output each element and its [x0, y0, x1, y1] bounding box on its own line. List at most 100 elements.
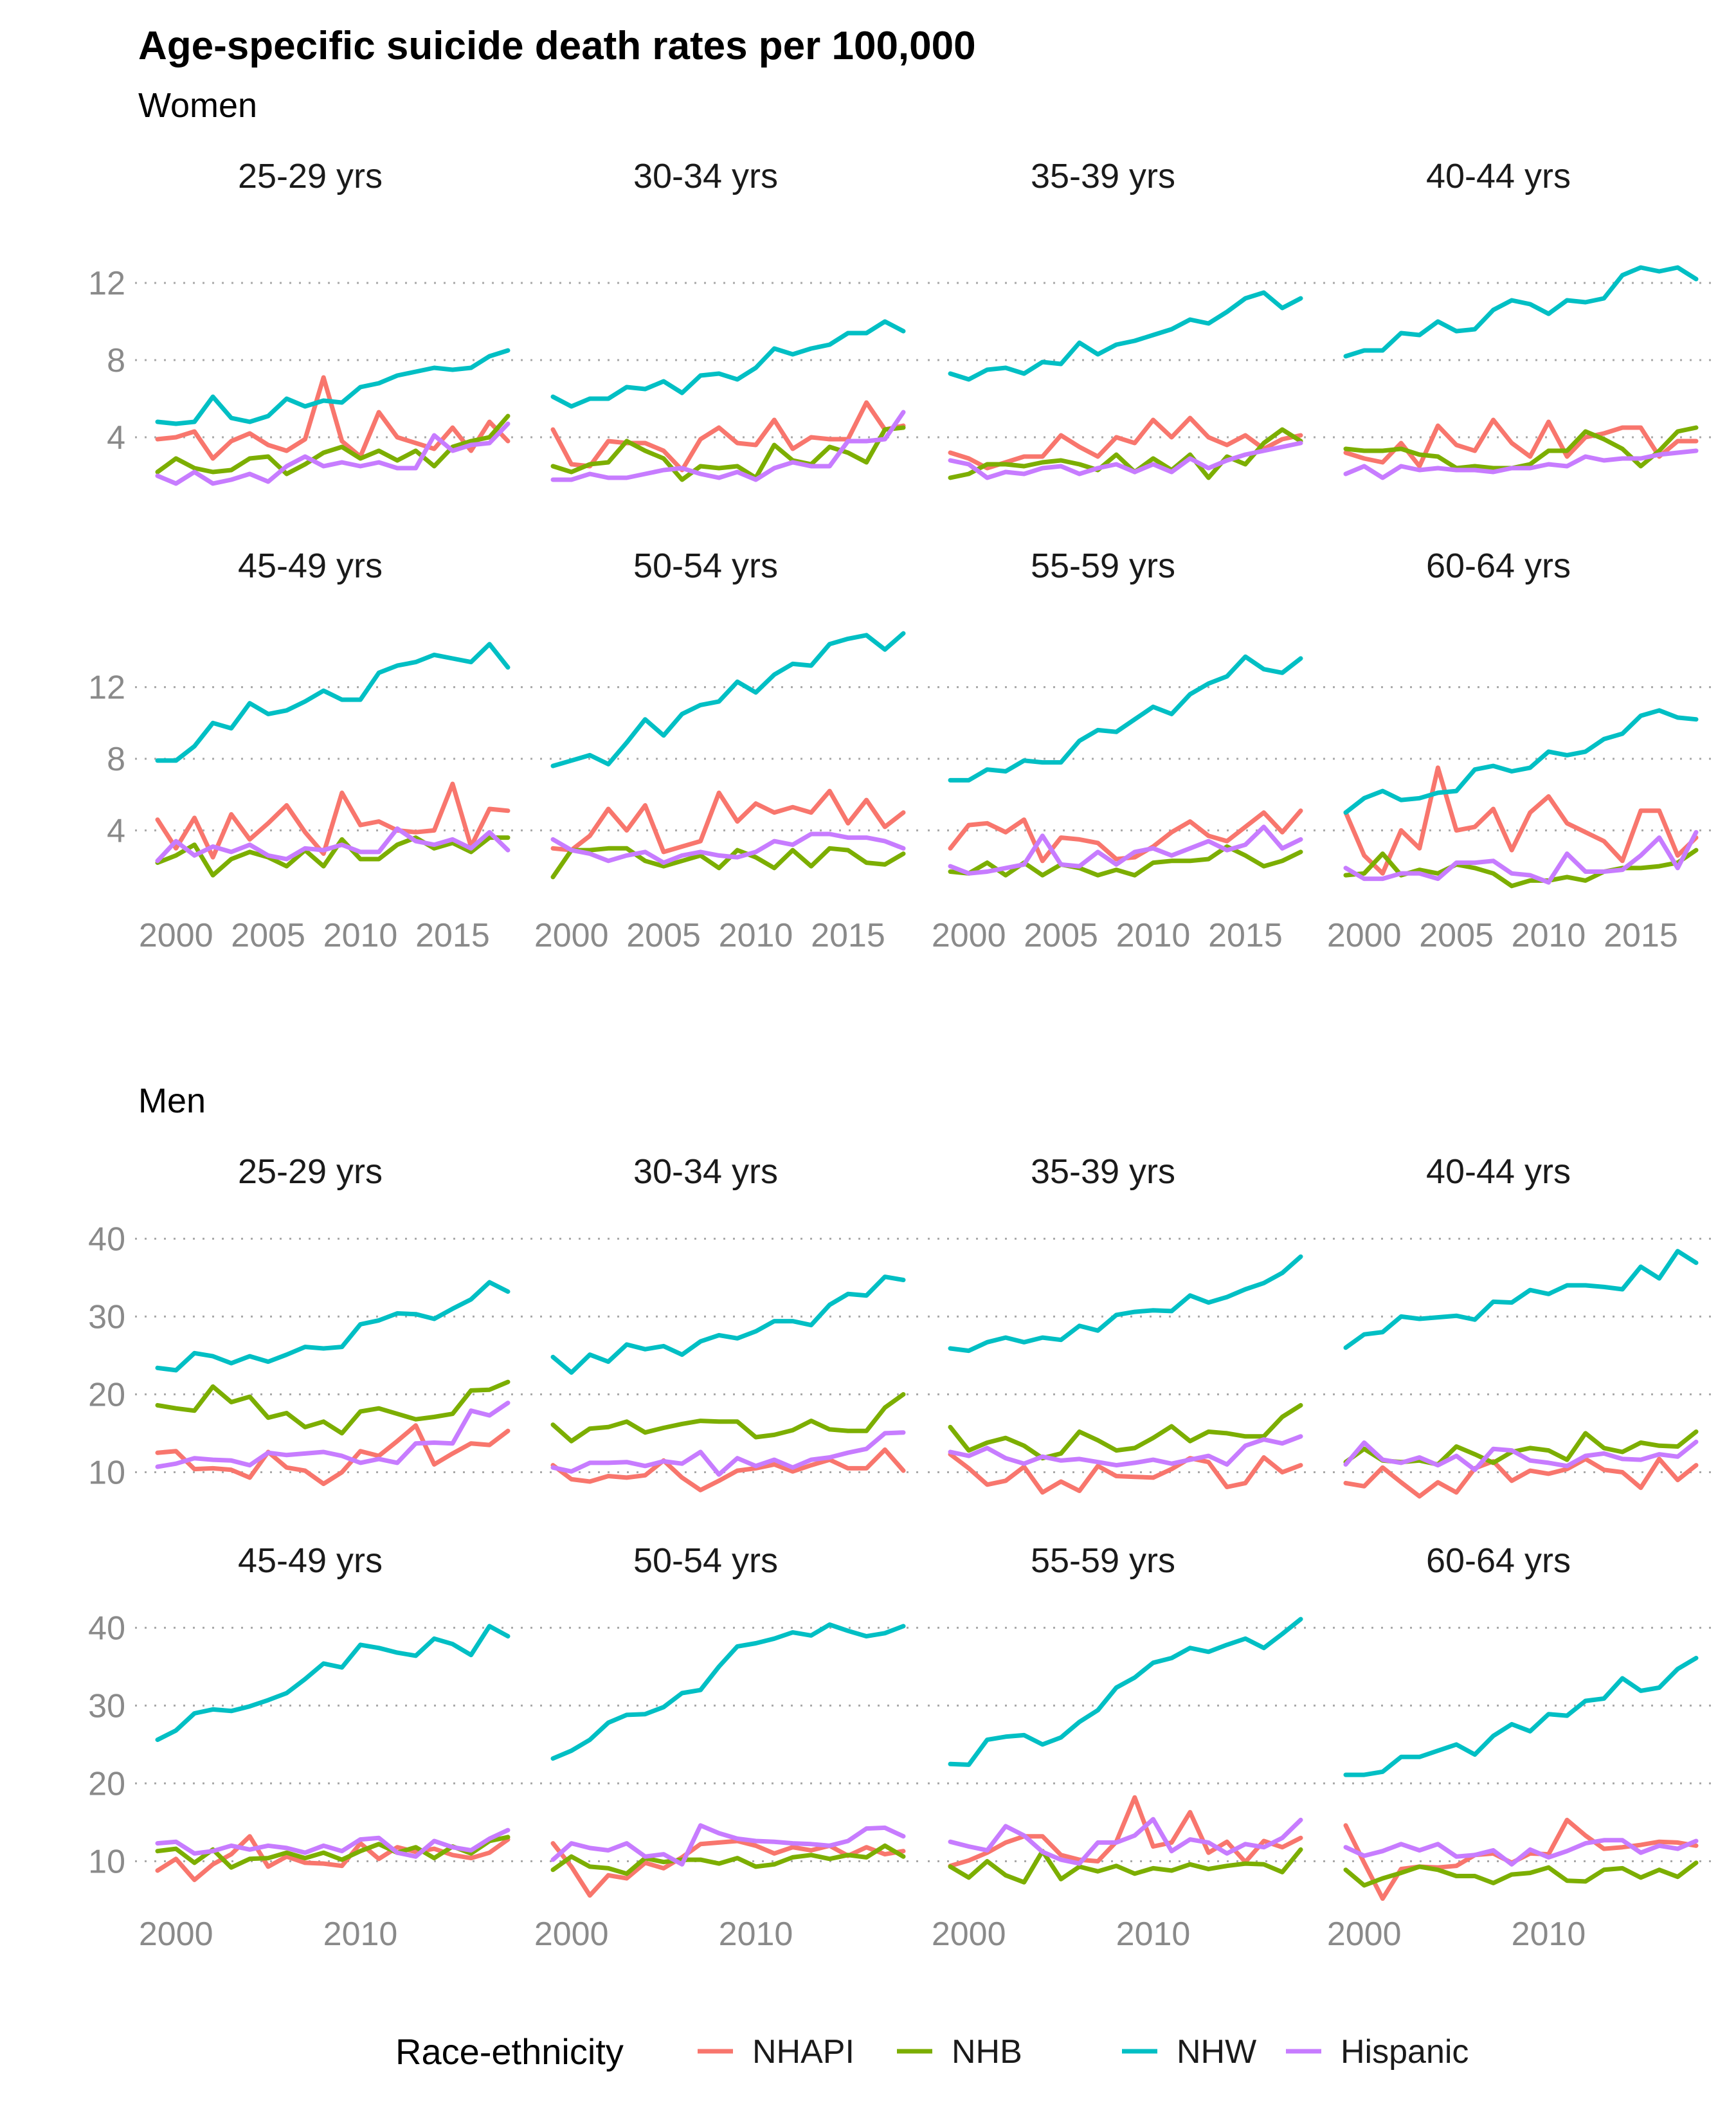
- series-line-nhw: [550, 1274, 906, 1375]
- legend-item-nhw: NHW: [1122, 2033, 1256, 2071]
- panel-men-25-29-yrs: 25-29 yrs 10 20 30 40: [88, 1152, 524, 1491]
- x-tick-label: 2000: [932, 1916, 1006, 1953]
- series-line-nhb: [948, 844, 1303, 878]
- panel-men-50-54-yrs: 50-54 yrs 2000 2010: [530, 1541, 919, 1953]
- legend-item-nhapi: NHAPI: [698, 2033, 854, 2071]
- series-line-hispanic: [155, 421, 511, 486]
- series-line-nhb: [155, 1379, 511, 1436]
- facet-label: 50-54 yrs: [633, 547, 778, 585]
- series-line-nhw: [948, 1254, 1303, 1354]
- facet-label: 50-54 yrs: [633, 1541, 778, 1580]
- panel-women-60-64-yrs: 60-64 yrs 2000 2005 2010 2015: [1323, 547, 1713, 954]
- chart-title: Age-specific suicide death rates per 100…: [138, 24, 976, 68]
- series-line-nhapi: [550, 788, 906, 855]
- facet-label: 25-29 yrs: [238, 157, 383, 195]
- y-tick-label: 40: [88, 1220, 125, 1258]
- panel-men-45-49-yrs: 45-49 yrs 10 20 30 40 2000 2010: [88, 1541, 524, 1953]
- series-line-nhw: [948, 654, 1303, 783]
- series-line-nhapi: [550, 1447, 906, 1492]
- x-tick-label: 2000: [1327, 917, 1402, 954]
- series-line-hispanic: [1343, 448, 1699, 480]
- y-tick-label: 10: [88, 1843, 125, 1880]
- x-tick-label: 2000: [1327, 1916, 1402, 1953]
- legend: Race-ethnicity NHAPI NHB NHW Hispanic: [395, 2031, 1469, 2072]
- x-tick-label: 2000: [534, 1916, 609, 1953]
- panel-women-45-49-yrs: 45-49 yrs 4 8 12 2000 2005 2010 2015: [88, 547, 524, 954]
- series-line-nhapi: [155, 375, 511, 461]
- series-line-hispanic: [948, 440, 1303, 480]
- series-line-nhb: [948, 427, 1303, 480]
- facet-label: 40-44 yrs: [1426, 157, 1571, 195]
- facet-label: 35-39 yrs: [1031, 1152, 1175, 1191]
- panel-men-40-44-yrs: 40-44 yrs: [1323, 1152, 1713, 1499]
- facet-label: 55-59 yrs: [1031, 1541, 1175, 1580]
- series-line-nhb: [1343, 1860, 1699, 1888]
- y-tick-label: 30: [88, 1687, 125, 1725]
- series-line-hispanic: [1343, 830, 1699, 885]
- series-line-nhb: [550, 425, 906, 482]
- series-line-nhapi: [948, 415, 1303, 471]
- facet-label: 60-64 yrs: [1426, 1541, 1571, 1580]
- x-tick-label: 2015: [1604, 917, 1678, 954]
- legend-label: NHAPI: [752, 2033, 854, 2071]
- series-line-nhapi: [155, 1834, 511, 1882]
- y-tick-label: 8: [107, 342, 125, 379]
- x-tick-label: 2005: [231, 917, 305, 954]
- panel-women-50-54-yrs: 50-54 yrs 2000 2005 2010 2015: [530, 547, 919, 954]
- y-tick-label: 20: [88, 1376, 125, 1413]
- legend-label: NHW: [1177, 2033, 1256, 2071]
- panel-men-30-34-yrs: 30-34 yrs: [530, 1152, 919, 1492]
- panel-men-35-39-yrs: 35-39 yrs: [928, 1152, 1317, 1495]
- series-line-nhapi: [948, 1452, 1303, 1495]
- facet-label: 30-34 yrs: [633, 1152, 778, 1191]
- x-tick-label: 2000: [932, 917, 1006, 954]
- series-line-hispanic: [550, 831, 906, 866]
- series-line-nhw: [1343, 1656, 1699, 1777]
- y-tick-label: 40: [88, 1610, 125, 1647]
- series-line-hispanic: [948, 1817, 1303, 1866]
- series-line-nhw: [948, 1617, 1303, 1767]
- x-tick-label: 2010: [323, 917, 398, 954]
- x-tick-label: 2000: [534, 917, 609, 954]
- x-tick-label: 2015: [1208, 917, 1283, 954]
- legend-item-nhb: NHB: [897, 2033, 1022, 2071]
- series-line-nhw: [1343, 1249, 1699, 1350]
- series-line-nhapi: [1343, 765, 1699, 876]
- x-tick-label: 2010: [1116, 1916, 1191, 1953]
- series-line-nhb: [948, 1847, 1303, 1885]
- series-line-nhw: [550, 631, 906, 768]
- x-tick-label: 2010: [1512, 917, 1586, 954]
- facet-label: 60-64 yrs: [1426, 547, 1571, 585]
- legend-item-hispanic: Hispanic: [1286, 2033, 1469, 2071]
- panel-women-30-34-yrs: 30-34 yrs: [530, 157, 919, 482]
- y-tick-label: 12: [88, 265, 125, 302]
- x-tick-label: 2005: [626, 917, 701, 954]
- panel-women-40-44-yrs: 40-44 yrs: [1323, 157, 1713, 480]
- x-tick-label: 2005: [1024, 917, 1098, 954]
- x-tick-label: 2015: [811, 917, 885, 954]
- series-line-nhw: [155, 642, 511, 763]
- series-line-hispanic: [550, 410, 906, 482]
- series-line-hispanic: [948, 1434, 1303, 1468]
- series-line-nhapi: [948, 808, 1303, 864]
- x-tick-label: 2015: [415, 917, 490, 954]
- legend-label: Hispanic: [1341, 2033, 1469, 2071]
- series-line-hispanic: [155, 1827, 511, 1859]
- series-line-nhapi: [1343, 1456, 1699, 1499]
- legend-label: NHB: [952, 2033, 1022, 2071]
- series-line-hispanic: [550, 1823, 906, 1867]
- x-tick-label: 2000: [139, 917, 213, 954]
- series-line-nhw: [155, 348, 511, 426]
- facet-label: 25-29 yrs: [238, 1152, 383, 1191]
- x-tick-label: 2000: [139, 1916, 213, 1953]
- series-line-nhapi: [948, 1795, 1303, 1869]
- facet-label: 45-49 yrs: [238, 1541, 383, 1580]
- series-line-nhw: [550, 319, 906, 409]
- y-tick-label: 10: [88, 1454, 125, 1491]
- y-tick-label: 4: [107, 812, 125, 849]
- facet-label: 35-39 yrs: [1031, 157, 1175, 195]
- x-tick-label: 2005: [1419, 917, 1494, 954]
- series-line-nhw: [1343, 265, 1699, 359]
- panel-men-60-64-yrs: 60-64 yrs 2000 2010: [1323, 1541, 1713, 1953]
